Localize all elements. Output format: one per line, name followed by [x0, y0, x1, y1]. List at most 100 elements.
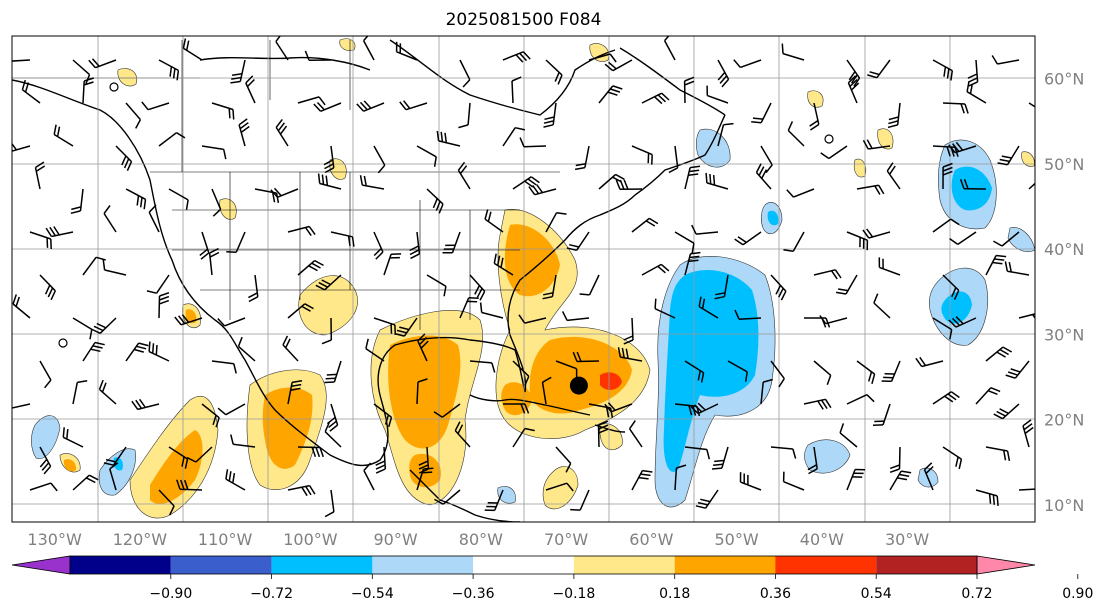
- wind-barb: [109, 462, 119, 491]
- wind-barb: [418, 446, 430, 474]
- wind-barb: [545, 482, 574, 492]
- wind-barb: [985, 254, 1007, 276]
- wind-barb: [518, 314, 547, 324]
- wind-barb: [511, 76, 522, 104]
- wind-barb: [103, 446, 127, 466]
- wind-barb: [714, 274, 729, 300]
- positive-anomaly-core: [388, 335, 461, 449]
- wind-barb: [734, 309, 762, 320]
- wind-barb: [88, 58, 117, 69]
- calm-circle-icon: [109, 82, 119, 92]
- wind-barb: [373, 145, 386, 174]
- longitude-label: 70°W: [544, 530, 588, 549]
- wind-barb: [512, 176, 540, 190]
- wind-barb: [362, 36, 375, 61]
- wind-barb: [975, 387, 1001, 405]
- wind-barb: [287, 225, 316, 237]
- negative-anomaly-core: [767, 210, 779, 226]
- colorbar-tick-label: −0.54: [351, 586, 394, 602]
- wind-barb: [287, 303, 314, 319]
- wind-barb: [734, 231, 762, 246]
- wind-barb: [168, 446, 189, 469]
- wind-barb: [579, 274, 600, 296]
- colorbar-segment: [170, 556, 272, 574]
- wind-barb: [512, 360, 530, 386]
- colorbar-tick-label: −0.36: [452, 586, 495, 602]
- positive-anomaly-region: [117, 68, 138, 87]
- longitude-label: 60°W: [629, 530, 673, 549]
- wind-barb: [230, 59, 246, 84]
- wind-barb: [469, 274, 486, 301]
- wind-barb: [395, 41, 418, 61]
- wind-barb: [275, 36, 289, 61]
- longitude-label: 130°W: [27, 530, 82, 549]
- latitude-label: 20°N: [1044, 411, 1084, 430]
- latitude-label: 30°N: [1044, 325, 1084, 344]
- wind-barb: [615, 179, 643, 191]
- wind-barb: [1028, 182, 1035, 190]
- wind-barb: [528, 184, 557, 196]
- wind-barb: [484, 489, 504, 512]
- wind-barb: [873, 293, 891, 319]
- wind-barb: [867, 59, 891, 79]
- wind-barb: [426, 274, 447, 297]
- wind-barb: [820, 145, 848, 160]
- wind-barb: [254, 188, 280, 204]
- wind-barb: [70, 188, 84, 215]
- colorbar-segment: [573, 556, 675, 574]
- latitude-label: 50°N: [1044, 155, 1084, 174]
- wind-barb: [238, 118, 250, 147]
- wind-barb: [275, 118, 289, 147]
- wind-barb: [684, 360, 705, 383]
- positive-anomaly-region: [219, 198, 237, 220]
- latitude-labels: 60°N 50°N 40°N 30°N 20°N 10°N: [1044, 70, 1084, 515]
- longitude-label: 40°W: [800, 530, 844, 549]
- colorbar-segment: [70, 556, 171, 574]
- wind-barb: [321, 317, 333, 345]
- wind-barb: [168, 188, 189, 210]
- wind-barb: [588, 53, 617, 63]
- wind-barb: [617, 347, 643, 362]
- longitude-label: 110°W: [198, 530, 253, 549]
- wind-barb: [125, 102, 142, 129]
- wind-barb: [102, 259, 127, 276]
- wind-barb: [148, 204, 160, 233]
- wind-barb: [691, 224, 719, 235]
- wind-barb: [373, 231, 384, 260]
- wind-barb: [862, 228, 891, 239]
- colorbar-segment: [876, 556, 977, 574]
- wind-barb: [997, 145, 1020, 166]
- wind-barb: [330, 231, 355, 247]
- wind-barb: [782, 471, 805, 491]
- wind-barb: [326, 403, 339, 432]
- wind-barb: [469, 360, 496, 373]
- wind-barb: [211, 102, 235, 120]
- wind-barb: [760, 378, 773, 405]
- wind-barb: [324, 422, 342, 448]
- wind-barb: [942, 162, 953, 190]
- wind-barb: [948, 316, 977, 328]
- wind-barb: [813, 269, 842, 280]
- wind-barb: [201, 145, 227, 160]
- wind-barb: [442, 231, 461, 254]
- wind-barb: [570, 489, 590, 511]
- wind-barb: [1018, 488, 1035, 491]
- longitude-label: 120°W: [113, 530, 168, 549]
- storm-center-marker: [569, 376, 588, 395]
- wind-barb: [503, 403, 530, 414]
- wind-barb: [566, 231, 590, 252]
- wind-barb: [53, 124, 74, 147]
- wind-barb: [457, 161, 471, 190]
- wind-barb: [555, 446, 572, 473]
- calm-circle-icon: [58, 338, 68, 348]
- wind-barb: [807, 446, 818, 475]
- map-title: 2025081500 F084: [445, 10, 602, 30]
- wind-barb: [839, 423, 858, 448]
- wind-barb: [248, 274, 259, 303]
- colorbar-segment: [473, 556, 574, 574]
- wind-barbs: [12, 36, 1035, 518]
- wind-barb: [932, 218, 960, 233]
- wind-barb: [141, 101, 170, 111]
- wind-barb: [72, 317, 93, 340]
- wind-barb: [230, 434, 256, 448]
